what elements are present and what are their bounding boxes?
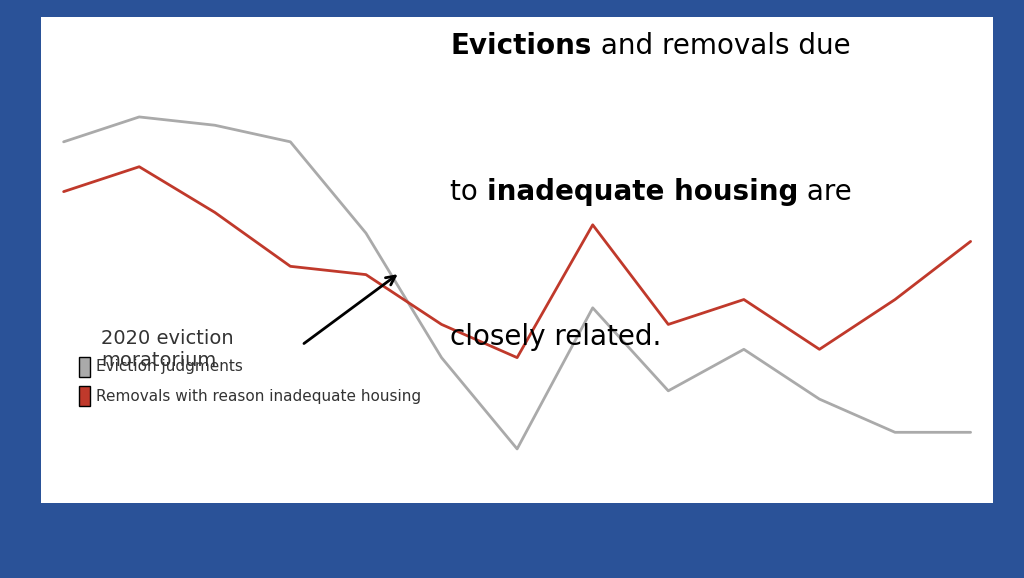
FancyBboxPatch shape	[79, 357, 90, 377]
Text: 2020 eviction
moratorium: 2020 eviction moratorium	[101, 328, 234, 369]
Text: Eviction judgments: Eviction judgments	[96, 360, 243, 375]
Text: Evictions: Evictions	[451, 32, 592, 60]
Text: and removals due: and removals due	[592, 32, 851, 60]
Text: to: to	[451, 177, 487, 206]
Text: Removals with reason inadequate housing: Removals with reason inadequate housing	[96, 388, 421, 403]
Text: inadequate housing: inadequate housing	[487, 177, 799, 206]
Text: closely related.: closely related.	[451, 323, 662, 351]
FancyBboxPatch shape	[79, 386, 90, 406]
Text: are: are	[799, 177, 852, 206]
